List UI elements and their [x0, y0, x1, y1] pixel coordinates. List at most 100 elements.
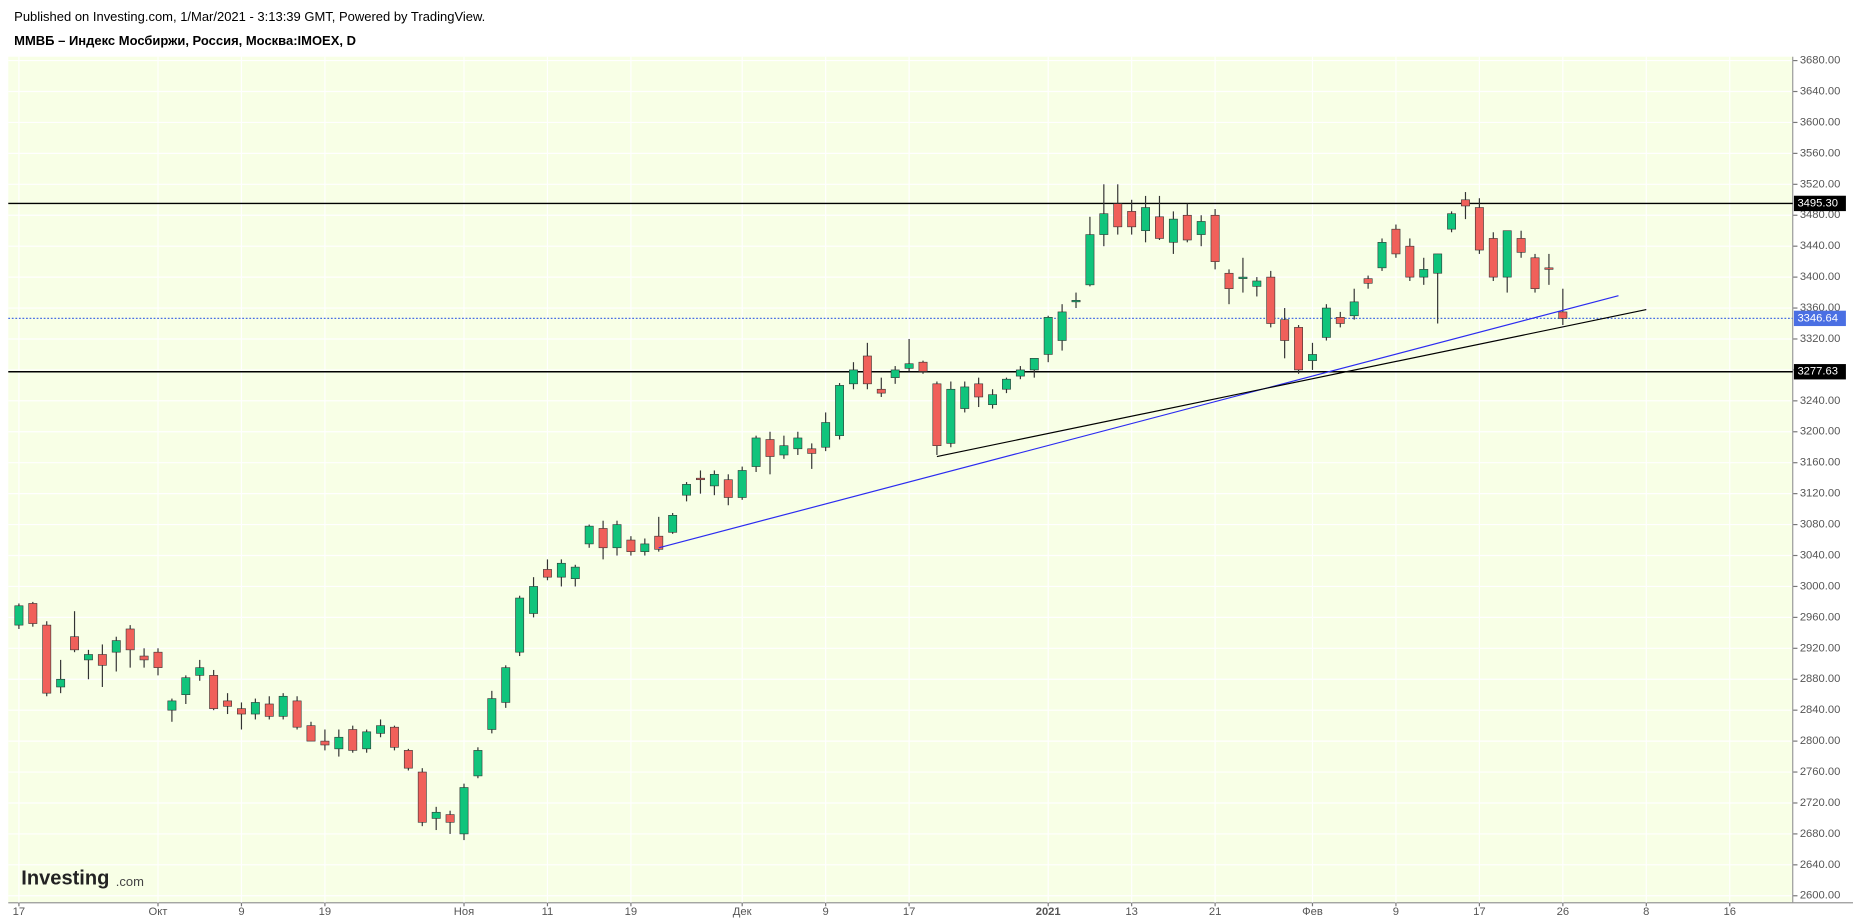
y-tick-label: 2880.00: [1800, 673, 1841, 685]
y-tick-label: 3600.00: [1800, 116, 1841, 128]
candle-body: [42, 624, 52, 694]
y-tick-label: 3120.00: [1800, 488, 1841, 500]
candle-body: [1419, 269, 1429, 278]
candle-body: [1210, 214, 1220, 262]
candle-body: [682, 484, 691, 496]
x-tick-label: 9: [823, 906, 829, 918]
x-tick-label: 19: [625, 906, 637, 918]
logo-suffix: .com: [116, 874, 144, 889]
candle-body: [362, 731, 372, 750]
candle-body: [97, 654, 107, 666]
level-label: 3495.30: [1797, 197, 1838, 209]
candle-body: [556, 562, 566, 578]
candle-body: [835, 385, 844, 436]
candle-body: [1516, 238, 1526, 253]
candle-body: [696, 477, 705, 481]
candle-body: [960, 386, 970, 409]
candle-body: [709, 474, 719, 487]
y-tick-label: 3320.00: [1800, 333, 1841, 345]
candle-body: [111, 640, 121, 653]
candle-body: [765, 439, 775, 457]
trendline: [936, 309, 1647, 458]
candle-body: [1433, 253, 1443, 274]
last-price-label: 3346.64: [1797, 312, 1838, 324]
candle-body: [431, 811, 441, 819]
candle-body: [612, 524, 622, 549]
candle-body: [1349, 301, 1359, 317]
candle-body: [237, 708, 246, 715]
candle-body: [1405, 245, 1415, 278]
x-tick-label: 17: [13, 906, 25, 918]
candle-body: [1266, 276, 1276, 324]
candle-body: [1252, 280, 1262, 287]
candle-body: [515, 597, 525, 653]
candle-body: [459, 787, 469, 835]
candle-body: [737, 470, 747, 498]
y-tick-label: 2640.00: [1800, 859, 1841, 871]
candle-body: [167, 700, 177, 711]
candle-body: [250, 702, 260, 715]
candle-body: [1168, 218, 1178, 243]
y-tick-label: 3040.00: [1800, 549, 1841, 561]
candle-body: [918, 361, 928, 372]
candle-body: [1377, 242, 1387, 269]
candle-body: [584, 525, 594, 545]
candle-body: [195, 667, 205, 676]
symbol-title: ММВБ – Индекс Мосбиржи, Россия, Москва:I…: [14, 33, 356, 48]
level-label-bg: [1793, 364, 1846, 380]
candle-body: [529, 586, 538, 614]
candle-body: [640, 543, 650, 552]
candle-body: [348, 729, 358, 751]
candle-body: [904, 363, 914, 369]
x-tick-label: 26: [1557, 906, 1569, 918]
y-tick-label: 3440.00: [1800, 240, 1841, 252]
y-tick-label: 3240.00: [1800, 395, 1841, 407]
x-tick-label: Окт: [149, 906, 168, 918]
candle-body: [403, 750, 413, 769]
y-tick-label: 2800.00: [1800, 735, 1841, 747]
y-tick-label: 2960.00: [1800, 611, 1841, 623]
candle-body: [723, 479, 733, 498]
candle-body: [1308, 354, 1317, 361]
candle-body: [570, 566, 580, 580]
candle-body: [821, 422, 831, 448]
candle-body: [626, 539, 636, 552]
candle-body: [28, 603, 38, 624]
level-label-bg: [1793, 195, 1846, 212]
plot-background: [8, 56, 1793, 903]
candle-body: [751, 437, 761, 467]
candle-body: [1447, 213, 1456, 230]
x-tick-label: Ноя: [454, 906, 474, 918]
x-tick-label: 9: [238, 906, 244, 918]
last-price-label-bg: [1793, 310, 1846, 327]
y-tick-label: 2920.00: [1800, 642, 1841, 654]
x-tick-label: Фев: [1302, 906, 1323, 918]
candle-body: [946, 388, 956, 444]
candle-body: [1488, 238, 1498, 278]
candle-body: [153, 651, 163, 668]
candle-body: [417, 771, 427, 823]
candle-body: [1238, 276, 1248, 279]
candle-body: [1321, 307, 1331, 338]
candle-body: [14, 605, 24, 626]
y-tick-label: 2840.00: [1800, 704, 1841, 716]
candle-body: [1196, 221, 1206, 235]
candle-body: [223, 700, 232, 707]
candle-body: [264, 703, 274, 717]
candle-body: [1155, 216, 1164, 239]
candle-body: [1474, 207, 1484, 251]
candle-body: [876, 388, 886, 394]
candle-body: [487, 698, 497, 730]
x-tick-label: 11: [542, 906, 554, 918]
y-tick-label: 2720.00: [1800, 797, 1841, 809]
candle-body: [1502, 230, 1512, 278]
y-tick-label: 3640.00: [1800, 85, 1841, 97]
y-tick-label: 3200.00: [1800, 426, 1841, 438]
candle-body: [334, 736, 344, 750]
candle-body: [376, 725, 385, 734]
level-label: 3277.63: [1797, 366, 1838, 378]
candle-body: [988, 394, 997, 406]
x-tick-label: 2021: [1036, 906, 1061, 918]
y-tick-label: 2680.00: [1800, 828, 1841, 840]
